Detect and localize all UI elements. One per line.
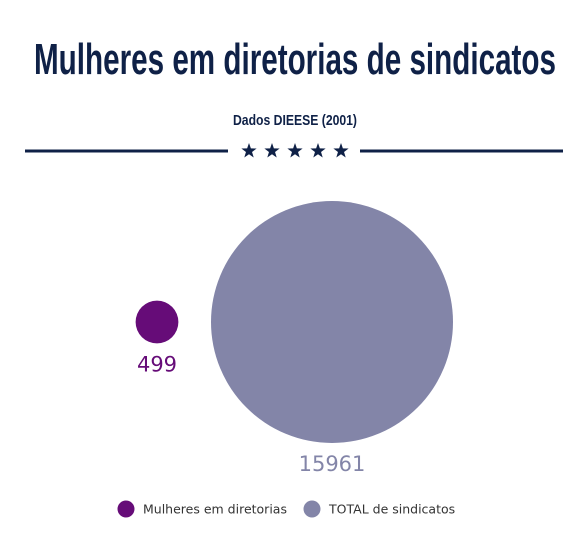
value-label: 499 xyxy=(137,352,177,376)
divider xyxy=(25,143,563,158)
bubble xyxy=(135,300,179,344)
legend-label: Mulheres em diretorias xyxy=(143,502,287,517)
plot-area: 499 15961 xyxy=(135,201,453,476)
legend-marker xyxy=(117,500,135,518)
legend-marker xyxy=(303,500,321,518)
legend-label: TOTAL de sindicatos xyxy=(328,502,455,517)
legend: Mulheres em diretorias TOTAL de sindicato… xyxy=(117,500,455,518)
chart-title: Mulheres em diretorias de sindicatos xyxy=(34,35,556,84)
bubble xyxy=(211,201,453,443)
value-label: 15961 xyxy=(299,452,366,476)
chart-subtitle: Dados DIEESE (2001) xyxy=(233,112,357,129)
